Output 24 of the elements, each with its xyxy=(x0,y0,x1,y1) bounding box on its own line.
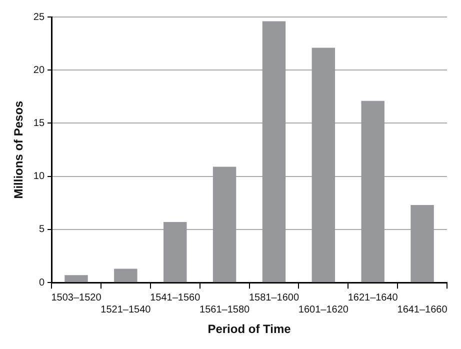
bar xyxy=(361,100,384,282)
y-tick-label: 25 xyxy=(33,12,45,23)
bar xyxy=(114,268,138,282)
x-axis-title: Period of Time xyxy=(208,322,292,336)
x-tick-label: 1641–1660 xyxy=(397,304,448,316)
y-tick-label: 0 xyxy=(38,277,45,288)
y-tick-label: 10 xyxy=(33,171,45,182)
bar xyxy=(312,48,336,282)
x-tick-label: 1601–1620 xyxy=(298,304,349,316)
y-axis-title: Millions of Pesos xyxy=(12,100,26,199)
x-tick-label: 1521–1540 xyxy=(100,304,152,316)
x-tick-label: 1621–1640 xyxy=(348,292,398,304)
bar xyxy=(64,275,88,282)
x-tick-label: 1581–1600 xyxy=(248,292,300,304)
y-tick-label: 20 xyxy=(33,64,45,76)
x-tick-label: 1561–1580 xyxy=(200,304,250,316)
bar xyxy=(262,21,286,282)
x-tick-label: 1541–1560 xyxy=(150,292,201,304)
bar xyxy=(163,222,187,282)
y-tick-label: 15 xyxy=(33,118,45,129)
bar xyxy=(410,205,434,282)
y-tick-label: 5 xyxy=(38,224,45,236)
bar xyxy=(212,166,236,282)
x-tick-label: 1503–1520 xyxy=(51,292,102,304)
